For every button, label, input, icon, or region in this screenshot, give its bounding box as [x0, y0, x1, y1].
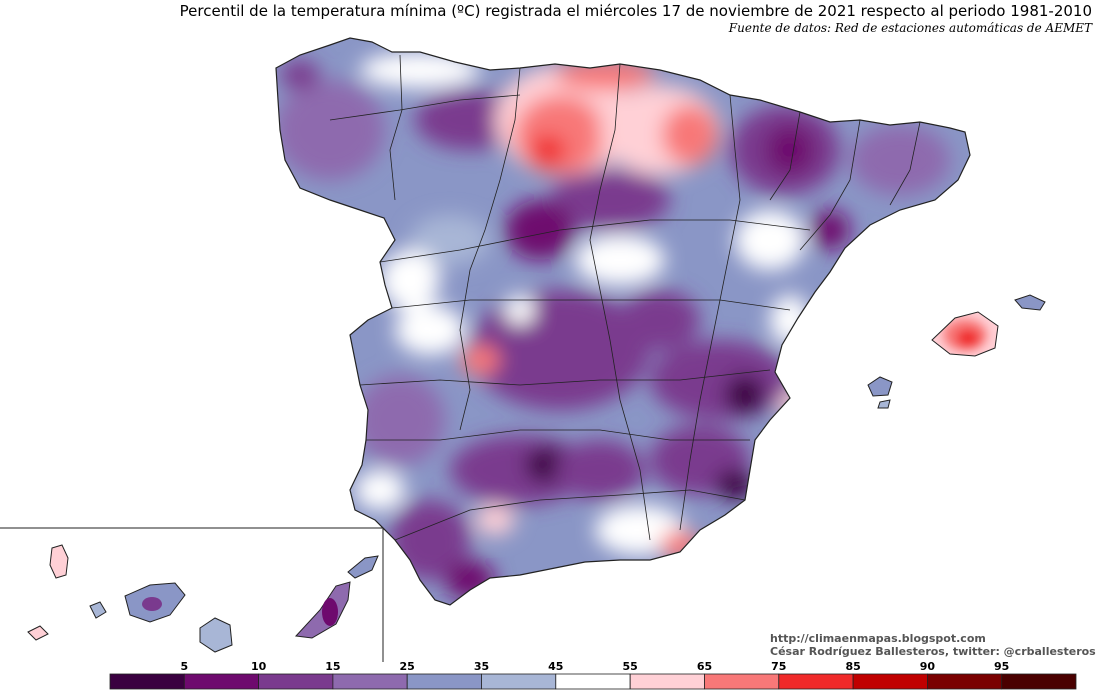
- peninsula-outline: [275, 37, 971, 606]
- ibiza-island: [867, 376, 893, 397]
- legend-label: 65: [697, 660, 712, 673]
- island-lanzarote: [347, 555, 379, 579]
- formentera-island: [877, 399, 891, 409]
- legend-label: 85: [845, 660, 860, 673]
- legend-swatch: [406, 673, 482, 690]
- legend-swatch: [927, 673, 1003, 690]
- legend-label: 95: [994, 660, 1009, 673]
- legend-swatch: [704, 673, 780, 690]
- province-borders: [329, 54, 921, 541]
- legend-swatch: [109, 673, 185, 690]
- legend-label: 45: [548, 660, 563, 673]
- island-la-gomera: [89, 601, 107, 619]
- legend-label: 5: [180, 660, 188, 673]
- credit-blog: http://climaenmapas.blogspot.com: [770, 632, 986, 645]
- fuerteventura-core: [322, 598, 338, 626]
- legend-swatch: [852, 673, 928, 690]
- legend-label: 75: [771, 660, 786, 673]
- legend-label: 10: [251, 660, 267, 673]
- mallorca-outline: [931, 311, 999, 357]
- legend-swatch: [258, 673, 334, 690]
- island-gran-canaria: [199, 617, 233, 653]
- credit-author: César Rodríguez Ballesteros, twitter: @c…: [770, 645, 1096, 658]
- island-el-hierro: [27, 625, 49, 641]
- legend-swatch: [183, 673, 260, 690]
- legend-swatch: [1001, 673, 1077, 690]
- legend-swatch: [332, 673, 408, 690]
- island-la-palma: [49, 544, 69, 579]
- data-source: Fuente de datos: Red de estaciones autom…: [728, 21, 1092, 35]
- legend-swatch: [481, 673, 557, 690]
- legend-label: 15: [325, 660, 340, 673]
- legend-swatch: [629, 673, 705, 690]
- legend-swatch: [778, 673, 854, 690]
- legend-label: 90: [920, 660, 936, 673]
- canarias-inset-frame: [0, 527, 384, 662]
- map-title: Percentil de la temperatura mínima (ºC) …: [179, 2, 1092, 20]
- legend-label: 55: [623, 660, 638, 673]
- legend-label: 25: [400, 660, 415, 673]
- menorca-island: [1014, 294, 1046, 311]
- legend-swatch: [555, 673, 631, 690]
- legend-label: 35: [474, 660, 489, 673]
- tenerife-core: [142, 597, 162, 611]
